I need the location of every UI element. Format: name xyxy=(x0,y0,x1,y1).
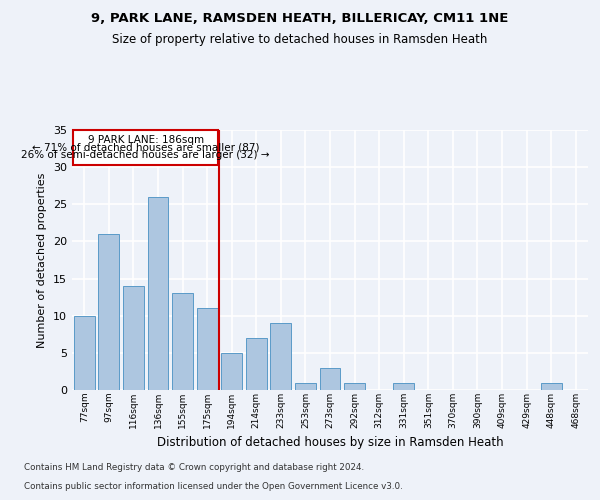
Bar xyxy=(98,234,119,390)
Text: Contains HM Land Registry data © Crown copyright and database right 2024.: Contains HM Land Registry data © Crown c… xyxy=(24,464,364,472)
Bar xyxy=(393,382,414,390)
Bar xyxy=(246,338,267,390)
Text: Size of property relative to detached houses in Ramsden Heath: Size of property relative to detached ho… xyxy=(112,32,488,46)
Bar xyxy=(221,353,242,390)
Y-axis label: Number of detached properties: Number of detached properties xyxy=(37,172,47,348)
Bar xyxy=(344,382,365,390)
Text: 9, PARK LANE, RAMSDEN HEATH, BILLERICAY, CM11 1NE: 9, PARK LANE, RAMSDEN HEATH, BILLERICAY,… xyxy=(91,12,509,26)
Bar xyxy=(197,308,218,390)
Bar xyxy=(148,197,169,390)
Bar xyxy=(320,368,340,390)
Bar xyxy=(123,286,144,390)
Text: 26% of semi-detached houses are larger (32) →: 26% of semi-detached houses are larger (… xyxy=(22,150,270,160)
Bar xyxy=(172,294,193,390)
Bar xyxy=(271,323,292,390)
Text: ← 71% of detached houses are smaller (87): ← 71% of detached houses are smaller (87… xyxy=(32,142,259,152)
Bar xyxy=(74,316,95,390)
X-axis label: Distribution of detached houses by size in Ramsden Heath: Distribution of detached houses by size … xyxy=(157,436,503,449)
Text: 9 PARK LANE: 186sqm: 9 PARK LANE: 186sqm xyxy=(88,135,204,145)
Bar xyxy=(73,130,218,165)
Text: Contains public sector information licensed under the Open Government Licence v3: Contains public sector information licen… xyxy=(24,482,403,491)
Bar xyxy=(541,382,562,390)
Bar xyxy=(295,382,316,390)
